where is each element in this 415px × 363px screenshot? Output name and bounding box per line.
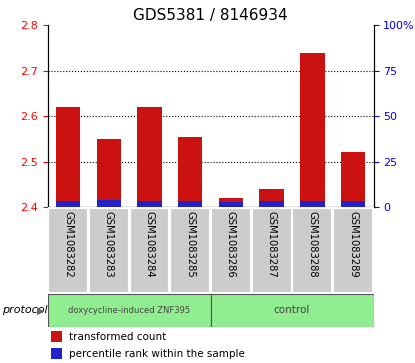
Bar <box>259 189 284 207</box>
Text: GSM1083287: GSM1083287 <box>267 211 277 278</box>
Bar <box>219 203 243 207</box>
Bar <box>51 331 62 342</box>
Bar <box>210 294 374 327</box>
Bar <box>48 294 210 327</box>
Bar <box>211 208 251 293</box>
Bar <box>51 348 62 359</box>
Text: GSM1083286: GSM1083286 <box>226 211 236 278</box>
Text: control: control <box>274 305 310 315</box>
Bar <box>137 107 162 207</box>
Bar <box>341 201 365 207</box>
Text: GSM1083283: GSM1083283 <box>104 211 114 278</box>
Bar <box>300 201 325 207</box>
Text: transformed count: transformed count <box>69 331 166 342</box>
Bar <box>293 208 332 293</box>
Text: ▶: ▶ <box>37 305 44 315</box>
Bar <box>259 201 284 207</box>
Title: GDS5381 / 8146934: GDS5381 / 8146934 <box>133 8 288 23</box>
Text: GSM1083288: GSM1083288 <box>308 211 317 278</box>
Text: GSM1083282: GSM1083282 <box>63 211 73 278</box>
Bar <box>170 208 210 293</box>
Bar <box>300 53 325 207</box>
Text: percentile rank within the sample: percentile rank within the sample <box>69 349 245 359</box>
Bar <box>97 139 121 207</box>
Bar <box>56 201 81 207</box>
Text: doxycycline-induced ZNF395: doxycycline-induced ZNF395 <box>68 306 190 315</box>
Bar <box>341 152 365 207</box>
Bar <box>252 208 292 293</box>
Bar <box>333 208 373 293</box>
Bar <box>48 208 88 293</box>
Text: GSM1083284: GSM1083284 <box>144 211 154 278</box>
Bar <box>178 201 203 207</box>
Text: GSM1083285: GSM1083285 <box>185 211 195 278</box>
Text: GSM1083289: GSM1083289 <box>348 211 358 278</box>
Bar <box>178 136 203 207</box>
Bar <box>129 208 169 293</box>
Text: protocol: protocol <box>2 305 48 315</box>
Bar <box>97 200 121 207</box>
Bar <box>89 208 129 293</box>
Bar <box>137 201 162 207</box>
Bar <box>219 198 243 207</box>
Bar <box>56 107 81 207</box>
